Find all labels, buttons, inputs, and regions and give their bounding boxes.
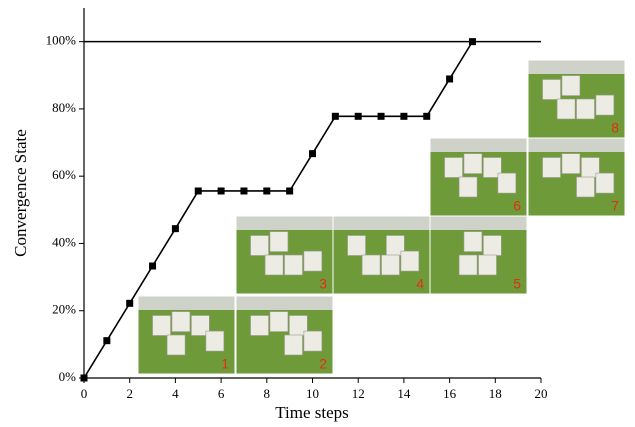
photo-wall	[138, 296, 235, 310]
module-block	[285, 255, 303, 275]
data-point	[263, 187, 270, 194]
module-block	[153, 316, 171, 336]
x-tick-label: 0	[81, 386, 88, 401]
data-point	[103, 337, 110, 344]
y-tick-label: 60%	[52, 167, 76, 182]
module-block	[464, 232, 482, 252]
data-point	[309, 150, 316, 157]
data-point	[469, 38, 476, 45]
x-tick-label: 20	[535, 386, 548, 401]
module-block	[401, 251, 419, 271]
module-block	[562, 154, 580, 174]
x-axis-title: Time steps	[275, 403, 349, 422]
module-block	[285, 335, 303, 355]
module-block	[483, 236, 501, 256]
y-tick-label: 0%	[59, 369, 77, 384]
inset-label: 1	[221, 356, 229, 372]
x-tick-label: 6	[218, 386, 225, 401]
module-block	[270, 312, 288, 332]
module-block	[206, 331, 224, 351]
module-block	[459, 177, 477, 197]
x-tick-label: 16	[443, 386, 457, 401]
data-point	[172, 225, 179, 232]
data-point	[400, 113, 407, 120]
module-block	[445, 158, 463, 178]
x-tick-label: 12	[352, 386, 365, 401]
inset-label: 6	[513, 198, 521, 214]
photo-wall	[528, 60, 625, 74]
photo-wall	[333, 216, 430, 230]
x-tick-label: 10	[306, 386, 319, 401]
inset-label: 8	[611, 120, 619, 136]
module-block	[577, 99, 595, 119]
inset-photo: 8	[528, 60, 625, 138]
data-point	[423, 113, 430, 120]
module-block	[562, 76, 580, 96]
x-tick-label: 4	[172, 386, 179, 401]
module-block	[172, 312, 190, 332]
x-tick-label: 18	[489, 386, 502, 401]
inset-photo: 3	[236, 216, 333, 294]
photo-wall	[430, 216, 527, 230]
data-point	[446, 75, 453, 82]
y-tick-label: 40%	[52, 234, 76, 249]
chart: 12345678 0%20%40%60%80%100%0246810121416…	[0, 0, 635, 427]
module-block	[577, 177, 595, 197]
photo-wall	[430, 138, 527, 152]
data-point	[240, 187, 247, 194]
module-block	[459, 255, 477, 275]
module-block	[479, 255, 497, 275]
inset-label: 3	[319, 276, 327, 292]
inset-label: 4	[416, 276, 424, 292]
data-point	[195, 187, 202, 194]
module-block	[543, 80, 561, 100]
x-tick-label: 8	[264, 386, 271, 401]
x-tick-label: 14	[397, 386, 411, 401]
module-block	[362, 255, 380, 275]
photo-wall	[236, 216, 333, 230]
data-point	[355, 113, 362, 120]
y-tick-label: 80%	[52, 100, 76, 115]
module-block	[270, 232, 288, 252]
module-block	[596, 95, 614, 115]
module-block	[304, 251, 322, 271]
module-block	[596, 173, 614, 193]
module-block	[304, 331, 322, 351]
photo-wall	[528, 138, 625, 152]
module-block	[382, 255, 400, 275]
data-point	[378, 113, 385, 120]
module-block	[464, 154, 482, 174]
photo-wall	[236, 296, 333, 310]
inset-photo: 4	[333, 216, 430, 294]
data-point	[286, 187, 293, 194]
y-tick-label: 20%	[52, 302, 76, 317]
inset-label: 2	[319, 356, 327, 372]
inset-label: 5	[513, 276, 521, 292]
page: 12345678 0%20%40%60%80%100%0246810121416…	[0, 0, 635, 427]
module-block	[557, 99, 575, 119]
y-tick-label: 100%	[46, 33, 77, 48]
data-point	[332, 113, 339, 120]
module-block	[251, 316, 269, 336]
inset-photo: 5	[430, 216, 527, 294]
inset-photo: 2	[236, 296, 333, 374]
module-block	[348, 236, 366, 256]
module-block	[498, 173, 516, 193]
module-block	[543, 158, 561, 178]
inset-label: 7	[611, 198, 619, 214]
data-point	[218, 187, 225, 194]
data-point	[81, 375, 88, 382]
x-tick-label: 2	[126, 386, 133, 401]
insets: 1 2 3 4 5 6 7 8	[138, 60, 625, 374]
inset-photo: 6	[430, 138, 527, 216]
inset-photo: 1	[138, 296, 235, 374]
data-point	[126, 300, 133, 307]
module-block	[167, 335, 185, 355]
module-block	[265, 255, 283, 275]
data-point	[149, 262, 156, 269]
y-axis-title: Convergence State	[11, 129, 30, 257]
module-block	[251, 236, 269, 256]
inset-photo: 7	[528, 138, 625, 216]
